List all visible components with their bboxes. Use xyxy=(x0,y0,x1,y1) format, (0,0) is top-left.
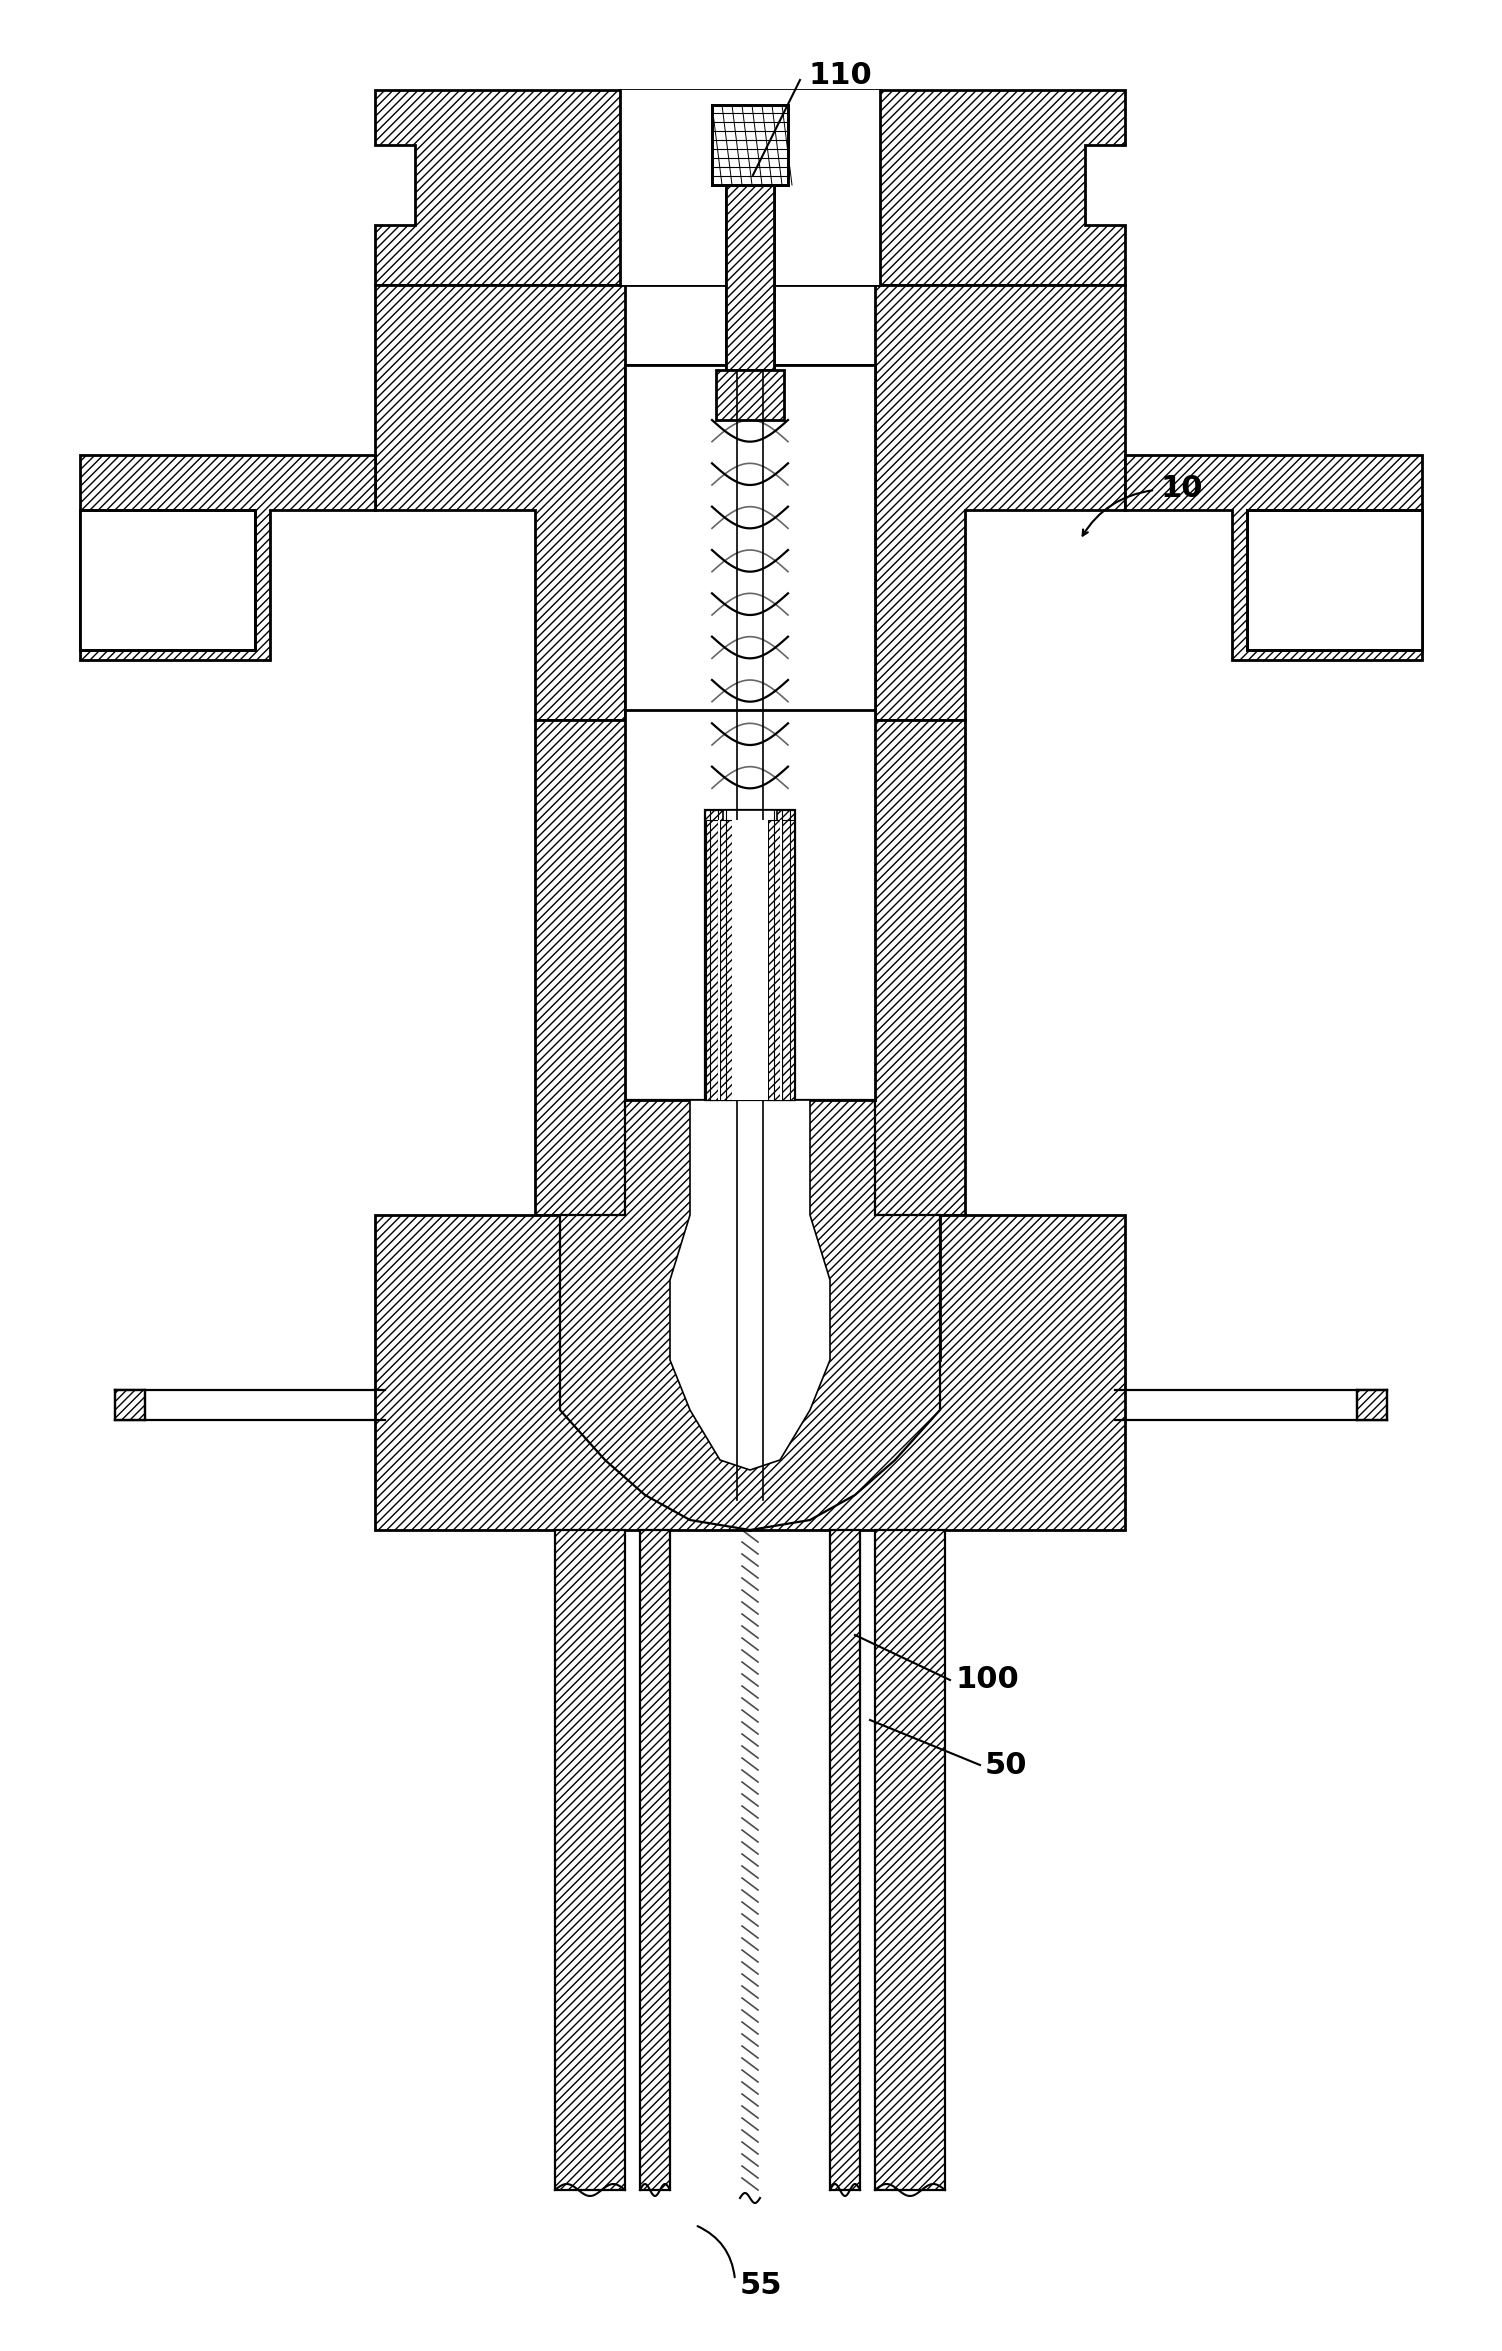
Polygon shape xyxy=(1247,510,1422,649)
Polygon shape xyxy=(670,1100,831,1469)
Polygon shape xyxy=(535,364,749,1359)
Polygon shape xyxy=(560,1100,940,1531)
Polygon shape xyxy=(719,820,731,1100)
Text: 50: 50 xyxy=(985,1751,1027,1780)
Polygon shape xyxy=(706,820,718,1100)
Polygon shape xyxy=(625,364,876,710)
Polygon shape xyxy=(749,364,964,1359)
Polygon shape xyxy=(749,1215,1125,1531)
Text: 100: 100 xyxy=(955,1665,1018,1695)
Polygon shape xyxy=(725,186,774,369)
Text: 55: 55 xyxy=(740,2271,783,2299)
Polygon shape xyxy=(1125,456,1422,661)
Polygon shape xyxy=(716,369,784,421)
Polygon shape xyxy=(783,820,795,1100)
Polygon shape xyxy=(780,820,783,1100)
Polygon shape xyxy=(1356,1389,1386,1420)
Polygon shape xyxy=(722,811,777,1100)
Polygon shape xyxy=(376,284,749,719)
Polygon shape xyxy=(376,1215,749,1531)
Polygon shape xyxy=(749,284,1125,719)
Polygon shape xyxy=(80,456,376,661)
Polygon shape xyxy=(718,820,719,1100)
Polygon shape xyxy=(712,106,789,186)
Polygon shape xyxy=(556,1531,625,2191)
Polygon shape xyxy=(116,1389,146,1420)
Polygon shape xyxy=(725,186,774,369)
Text: 10: 10 xyxy=(1160,473,1203,503)
Polygon shape xyxy=(376,89,1125,284)
Polygon shape xyxy=(731,820,768,1100)
Text: 110: 110 xyxy=(808,61,871,89)
Polygon shape xyxy=(80,510,255,649)
Polygon shape xyxy=(620,89,880,284)
Polygon shape xyxy=(831,1531,861,2191)
Polygon shape xyxy=(640,1531,670,2191)
Polygon shape xyxy=(876,1531,945,2191)
Polygon shape xyxy=(625,710,876,1215)
Polygon shape xyxy=(768,820,780,1100)
Polygon shape xyxy=(704,811,795,1100)
